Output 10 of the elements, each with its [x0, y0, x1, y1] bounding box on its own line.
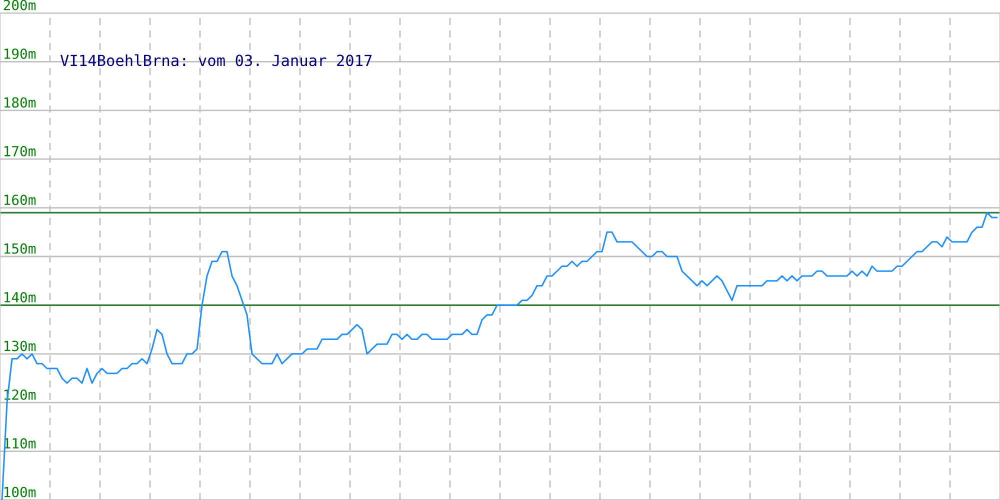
text: VI14BoehlBrna: vom 03. Januar 2017 [60, 54, 372, 66]
y-tick-label: 190m [4, 48, 36, 60]
y-tick-label: 150m [4, 243, 36, 254]
y-tick-label: 170m [4, 146, 36, 156]
y-tick-label: 200m [4, 0, 36, 10]
y-tick-label: 160m [4, 194, 36, 206]
y-tick-label: 180m [4, 97, 36, 108]
y-tick-label: 100m [4, 486, 36, 498]
y-tick-label: 140m [4, 292, 36, 303]
y-tick-label: 130m [4, 340, 36, 352]
